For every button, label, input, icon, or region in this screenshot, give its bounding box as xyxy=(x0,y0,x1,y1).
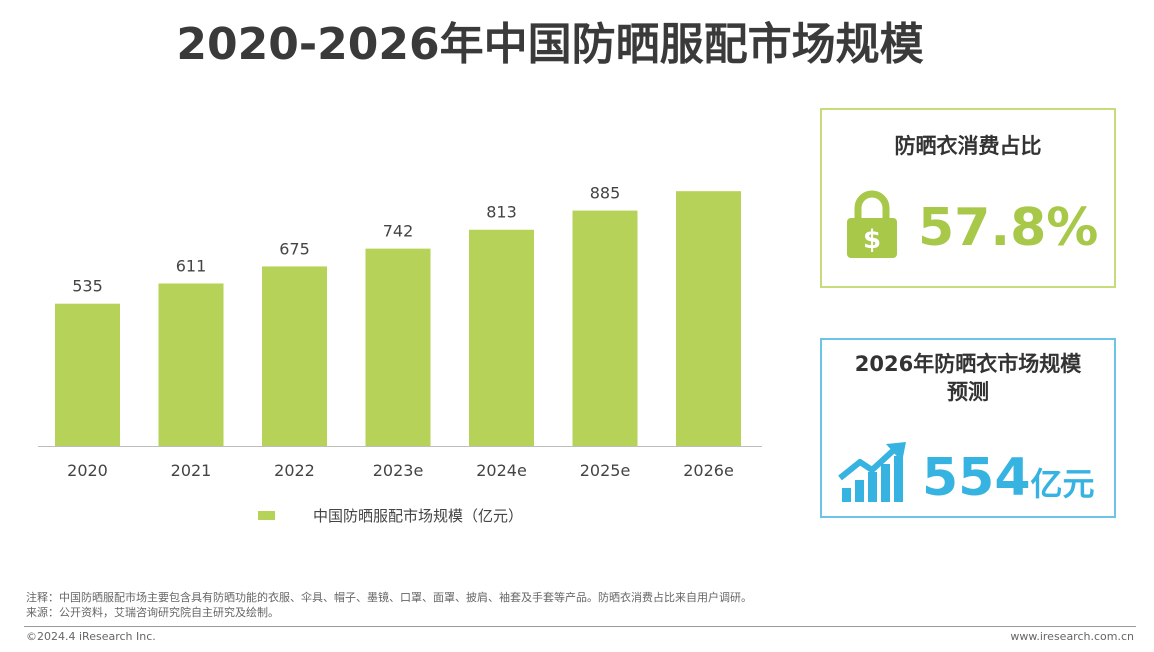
data-label-2020: 535 xyxy=(72,277,103,296)
bar-2026e xyxy=(676,191,741,446)
card2-title-line1: 2026年防晒衣市场规模 xyxy=(854,352,1082,376)
legend-swatch xyxy=(258,510,275,520)
forecast-number: 554 xyxy=(922,448,1031,508)
data-label-2021: 611 xyxy=(176,256,207,275)
data-label-2025e: 885 xyxy=(590,184,621,203)
forecast-unit: 亿元 xyxy=(1030,465,1095,503)
note-text: 注释：中国防晒服配市场主要包含具有防晒功能的衣服、伞具、帽子、墨镜、口罩、面罩、… xyxy=(26,591,752,604)
data-label-2023e: 742 xyxy=(383,222,414,241)
website-url: www.iresearch.com.cn xyxy=(1010,630,1134,643)
x-tick-label-2020: 2020 xyxy=(67,461,108,480)
bar-2024e xyxy=(469,229,534,446)
card2-title-line2: 预测 xyxy=(947,380,989,404)
bar-2023e xyxy=(365,248,431,446)
consumption-share-card: 防晒衣消费占比 $ 57.8% xyxy=(820,108,1116,288)
x-tick-label-2021: 2021 xyxy=(171,461,212,480)
lock-dollar-icon: $ xyxy=(847,190,897,258)
bar-2021 xyxy=(158,283,224,446)
data-label-2022: 675 xyxy=(279,239,310,258)
data-label-2024e: 813 xyxy=(486,203,517,222)
bar-2020 xyxy=(55,303,120,446)
legend-label: 中国防晒服配市场规模（亿元） xyxy=(313,506,524,525)
market-forecast-card: 2026年防晒衣市场规模 预测 554亿元 xyxy=(820,338,1116,518)
card1-title: 防晒衣消费占比 xyxy=(894,134,1042,158)
x-tick-label-2024e: 2024e xyxy=(476,461,527,480)
x-tick-label-2023e: 2023e xyxy=(373,461,424,480)
card2-title: 2026年防晒衣市场规模 预测 xyxy=(822,350,1114,406)
x-tick-label-2025e: 2025e xyxy=(580,461,631,480)
bar-chart: 535 2020 611 2021 675 2022 742 2023e 813 2024e 885… xyxy=(38,180,762,480)
chart-title: 2020-2026年中国防晒服配市场规模 xyxy=(176,19,924,70)
footer-divider xyxy=(24,626,1136,627)
svg-text:$: $ xyxy=(863,225,881,255)
trend-up-bar-icon xyxy=(838,442,906,502)
bar-2025e xyxy=(572,210,638,446)
copyright: ©2024.4 iResearch Inc. xyxy=(26,630,156,643)
data-label-2026e: 958 xyxy=(693,180,724,183)
source-text: 来源：公开资料，艾瑞咨询研究院自主研究及绘制。 xyxy=(26,606,279,619)
x-tick-label-2022: 2022 xyxy=(274,461,315,480)
market-forecast-value: 554亿元 xyxy=(922,448,1095,508)
legend: 中国防晒服配市场规模（亿元） xyxy=(258,505,523,525)
consumption-share-value: 57.8% xyxy=(918,198,1099,258)
x-tick-label-2026e: 2026e xyxy=(683,461,734,480)
bar-2022 xyxy=(262,266,327,446)
